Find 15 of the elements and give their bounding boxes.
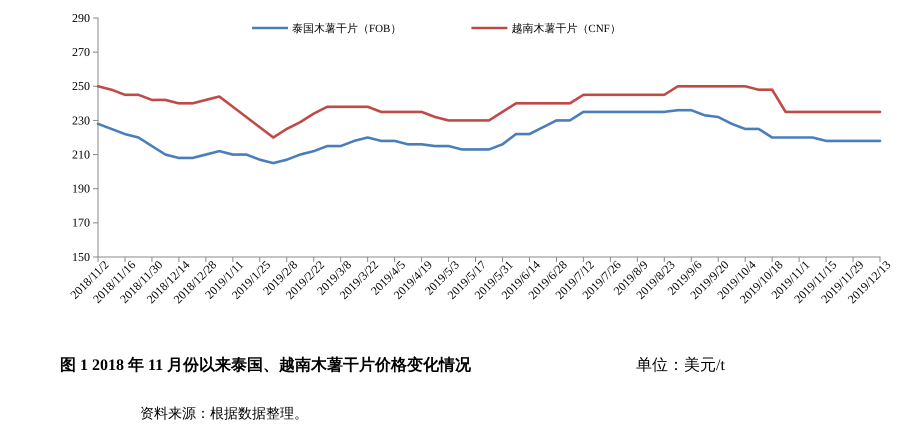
y-tick-label: 290 xyxy=(72,10,90,25)
legend-label: 泰国木薯干片（FOB） xyxy=(292,22,402,35)
y-tick-label: 270 xyxy=(72,44,90,59)
y-tick-label: 170 xyxy=(72,216,90,230)
y-tick-label: 210 xyxy=(72,147,90,162)
text: 图 1 2018 年 11 月份以来泰国、越南木薯干片价格变化情况 xyxy=(60,356,472,374)
y-tick-label: 250 xyxy=(72,79,90,94)
y-tick-label: 190 xyxy=(72,182,90,196)
y-tick-label: 230 xyxy=(72,113,90,128)
line-series xyxy=(96,108,882,164)
text: 资料来源：根据数据整理。 xyxy=(140,406,308,422)
text: 单位：美元/t xyxy=(636,356,726,374)
line-series xyxy=(96,84,882,139)
y-tick-label: 150 xyxy=(72,250,90,264)
legend-label: 越南木薯干片（CNF） xyxy=(511,22,621,35)
